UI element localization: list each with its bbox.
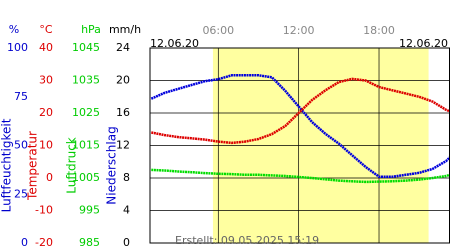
data-line [151, 77, 450, 145]
y-tick-label: 985 [79, 236, 100, 249]
y-tick-label: 1045 [72, 41, 100, 54]
date-left: 12.06.20 [150, 37, 199, 50]
y-tick-label: 10 [39, 139, 53, 152]
y-tick-label: 0 [46, 171, 53, 184]
y-tick-label: 8 [123, 171, 130, 184]
y-tick-label: 30 [39, 74, 53, 87]
y-tick-label: -10 [35, 204, 53, 217]
data-line [150, 74, 450, 178]
y-tick-label: 100 [7, 41, 28, 54]
y-tick-label: 1015 [72, 139, 100, 152]
x-tick-label: 12:00 [283, 24, 315, 37]
y-tick-label: -20 [35, 236, 53, 249]
y-tick-label: 1035 [72, 74, 100, 87]
created-note: Erstellt: 09.05.2025 15:19 [175, 234, 319, 247]
axis-title: Luftdruck [65, 137, 79, 194]
y-tick-label: 24 [116, 41, 130, 54]
x-tick-label: 06:00 [202, 24, 234, 37]
y-tick-label: 20 [116, 74, 130, 87]
y-tick-label: 16 [116, 106, 130, 119]
axis-unit: % [9, 23, 19, 36]
data-line [151, 168, 450, 184]
axis-unit: °C [39, 23, 53, 36]
axis-title: Luftfeuchtigkeit [0, 118, 14, 212]
axis-title: Temperatur [26, 131, 40, 201]
axis-unit: hPa [81, 23, 101, 36]
axis-unit: mm/h [109, 23, 141, 36]
y-tick-label: 995 [79, 204, 100, 217]
y-tick-label: 0 [21, 236, 28, 249]
date-right: 12.06.20 [399, 37, 448, 50]
axis-title: Niederschlag [105, 126, 119, 204]
y-tick-label: 4 [123, 204, 130, 217]
y-tick-label: 50 [14, 139, 28, 152]
y-tick-label: 75 [14, 90, 28, 103]
y-tick-label: 25 [14, 187, 28, 200]
y-tick-label: 1005 [72, 171, 100, 184]
y-tick-label: 20 [39, 106, 53, 119]
y-tick-label: 1025 [72, 106, 100, 119]
x-tick-label: 18:00 [363, 24, 395, 37]
y-tick-label: 12 [116, 139, 130, 152]
y-tick-label: 40 [39, 41, 53, 54]
y-tick-label: 0 [123, 236, 130, 249]
